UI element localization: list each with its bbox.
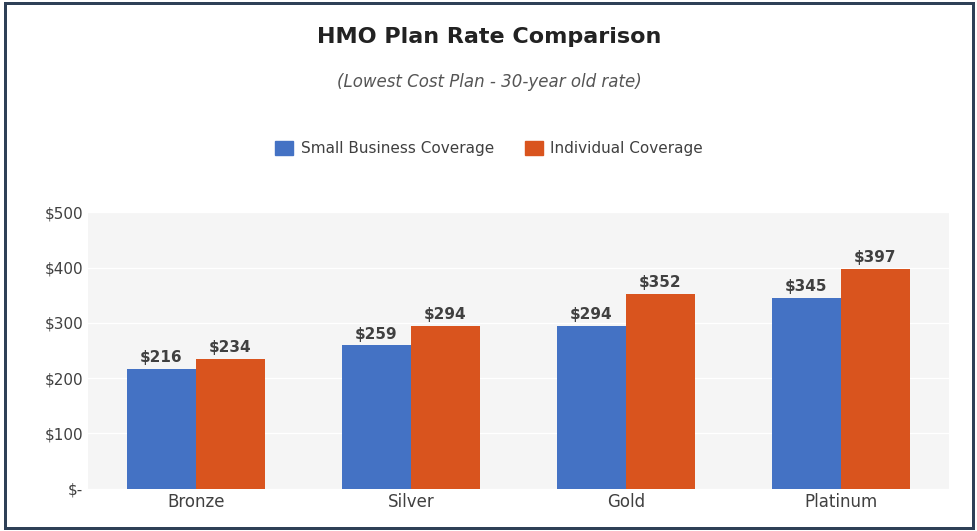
Text: $352: $352 [638,275,681,290]
Text: $294: $294 [423,307,466,322]
Bar [342,346,410,489]
Bar [625,294,694,489]
Bar [410,326,479,489]
Bar [195,359,265,489]
Bar [840,269,909,489]
Text: HMO Plan Rate Comparison: HMO Plan Rate Comparison [317,27,660,47]
Text: $345: $345 [785,279,827,294]
Legend: Small Business Coverage, Individual Coverage: Small Business Coverage, Individual Cove… [269,135,708,162]
Bar [557,326,625,489]
Bar [771,298,840,489]
Text: $259: $259 [355,327,398,341]
Text: $294: $294 [570,307,613,322]
Text: $234: $234 [209,340,251,355]
Text: (Lowest Cost Plan - 30-year old rate): (Lowest Cost Plan - 30-year old rate) [336,73,641,91]
Bar [127,369,195,489]
Text: $397: $397 [853,251,896,266]
Text: $216: $216 [140,350,183,365]
